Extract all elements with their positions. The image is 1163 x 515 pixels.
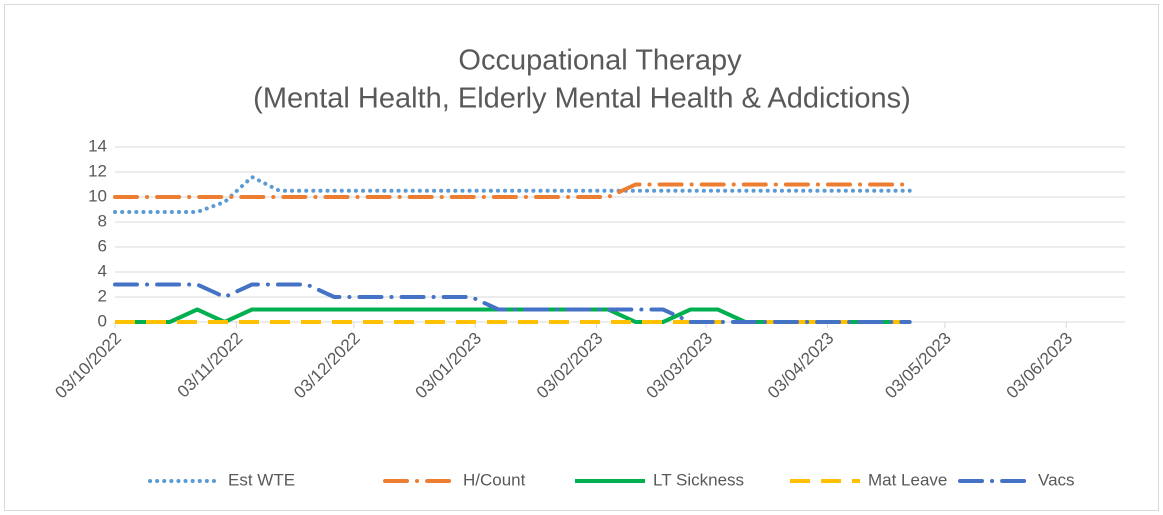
y-tick-label: 14 xyxy=(88,136,107,155)
y-tick-label: 0 xyxy=(98,311,107,330)
legend-label: Est WTE xyxy=(228,470,295,489)
legend-label: Mat Leave xyxy=(868,470,947,489)
y-tick-label: 4 xyxy=(98,261,107,280)
chart-subtitle: (Mental Health, Elderly Mental Health & … xyxy=(253,83,911,115)
y-tick-label: 2 xyxy=(98,286,107,305)
series-line xyxy=(113,175,912,214)
y-tick-label: 8 xyxy=(98,211,107,230)
y-tick-label: 6 xyxy=(98,236,107,255)
y-tick-label: 10 xyxy=(88,186,107,205)
legend-label: LT Sickness xyxy=(653,470,744,489)
series-line xyxy=(113,182,912,199)
chart-title: Occupational Therapy xyxy=(458,45,742,77)
series-line xyxy=(113,282,912,324)
y-tick-label: 12 xyxy=(88,161,107,180)
legend-label: H/Count xyxy=(463,470,526,489)
chart-border xyxy=(4,4,1159,511)
legend-label: Vacs xyxy=(1038,470,1075,489)
